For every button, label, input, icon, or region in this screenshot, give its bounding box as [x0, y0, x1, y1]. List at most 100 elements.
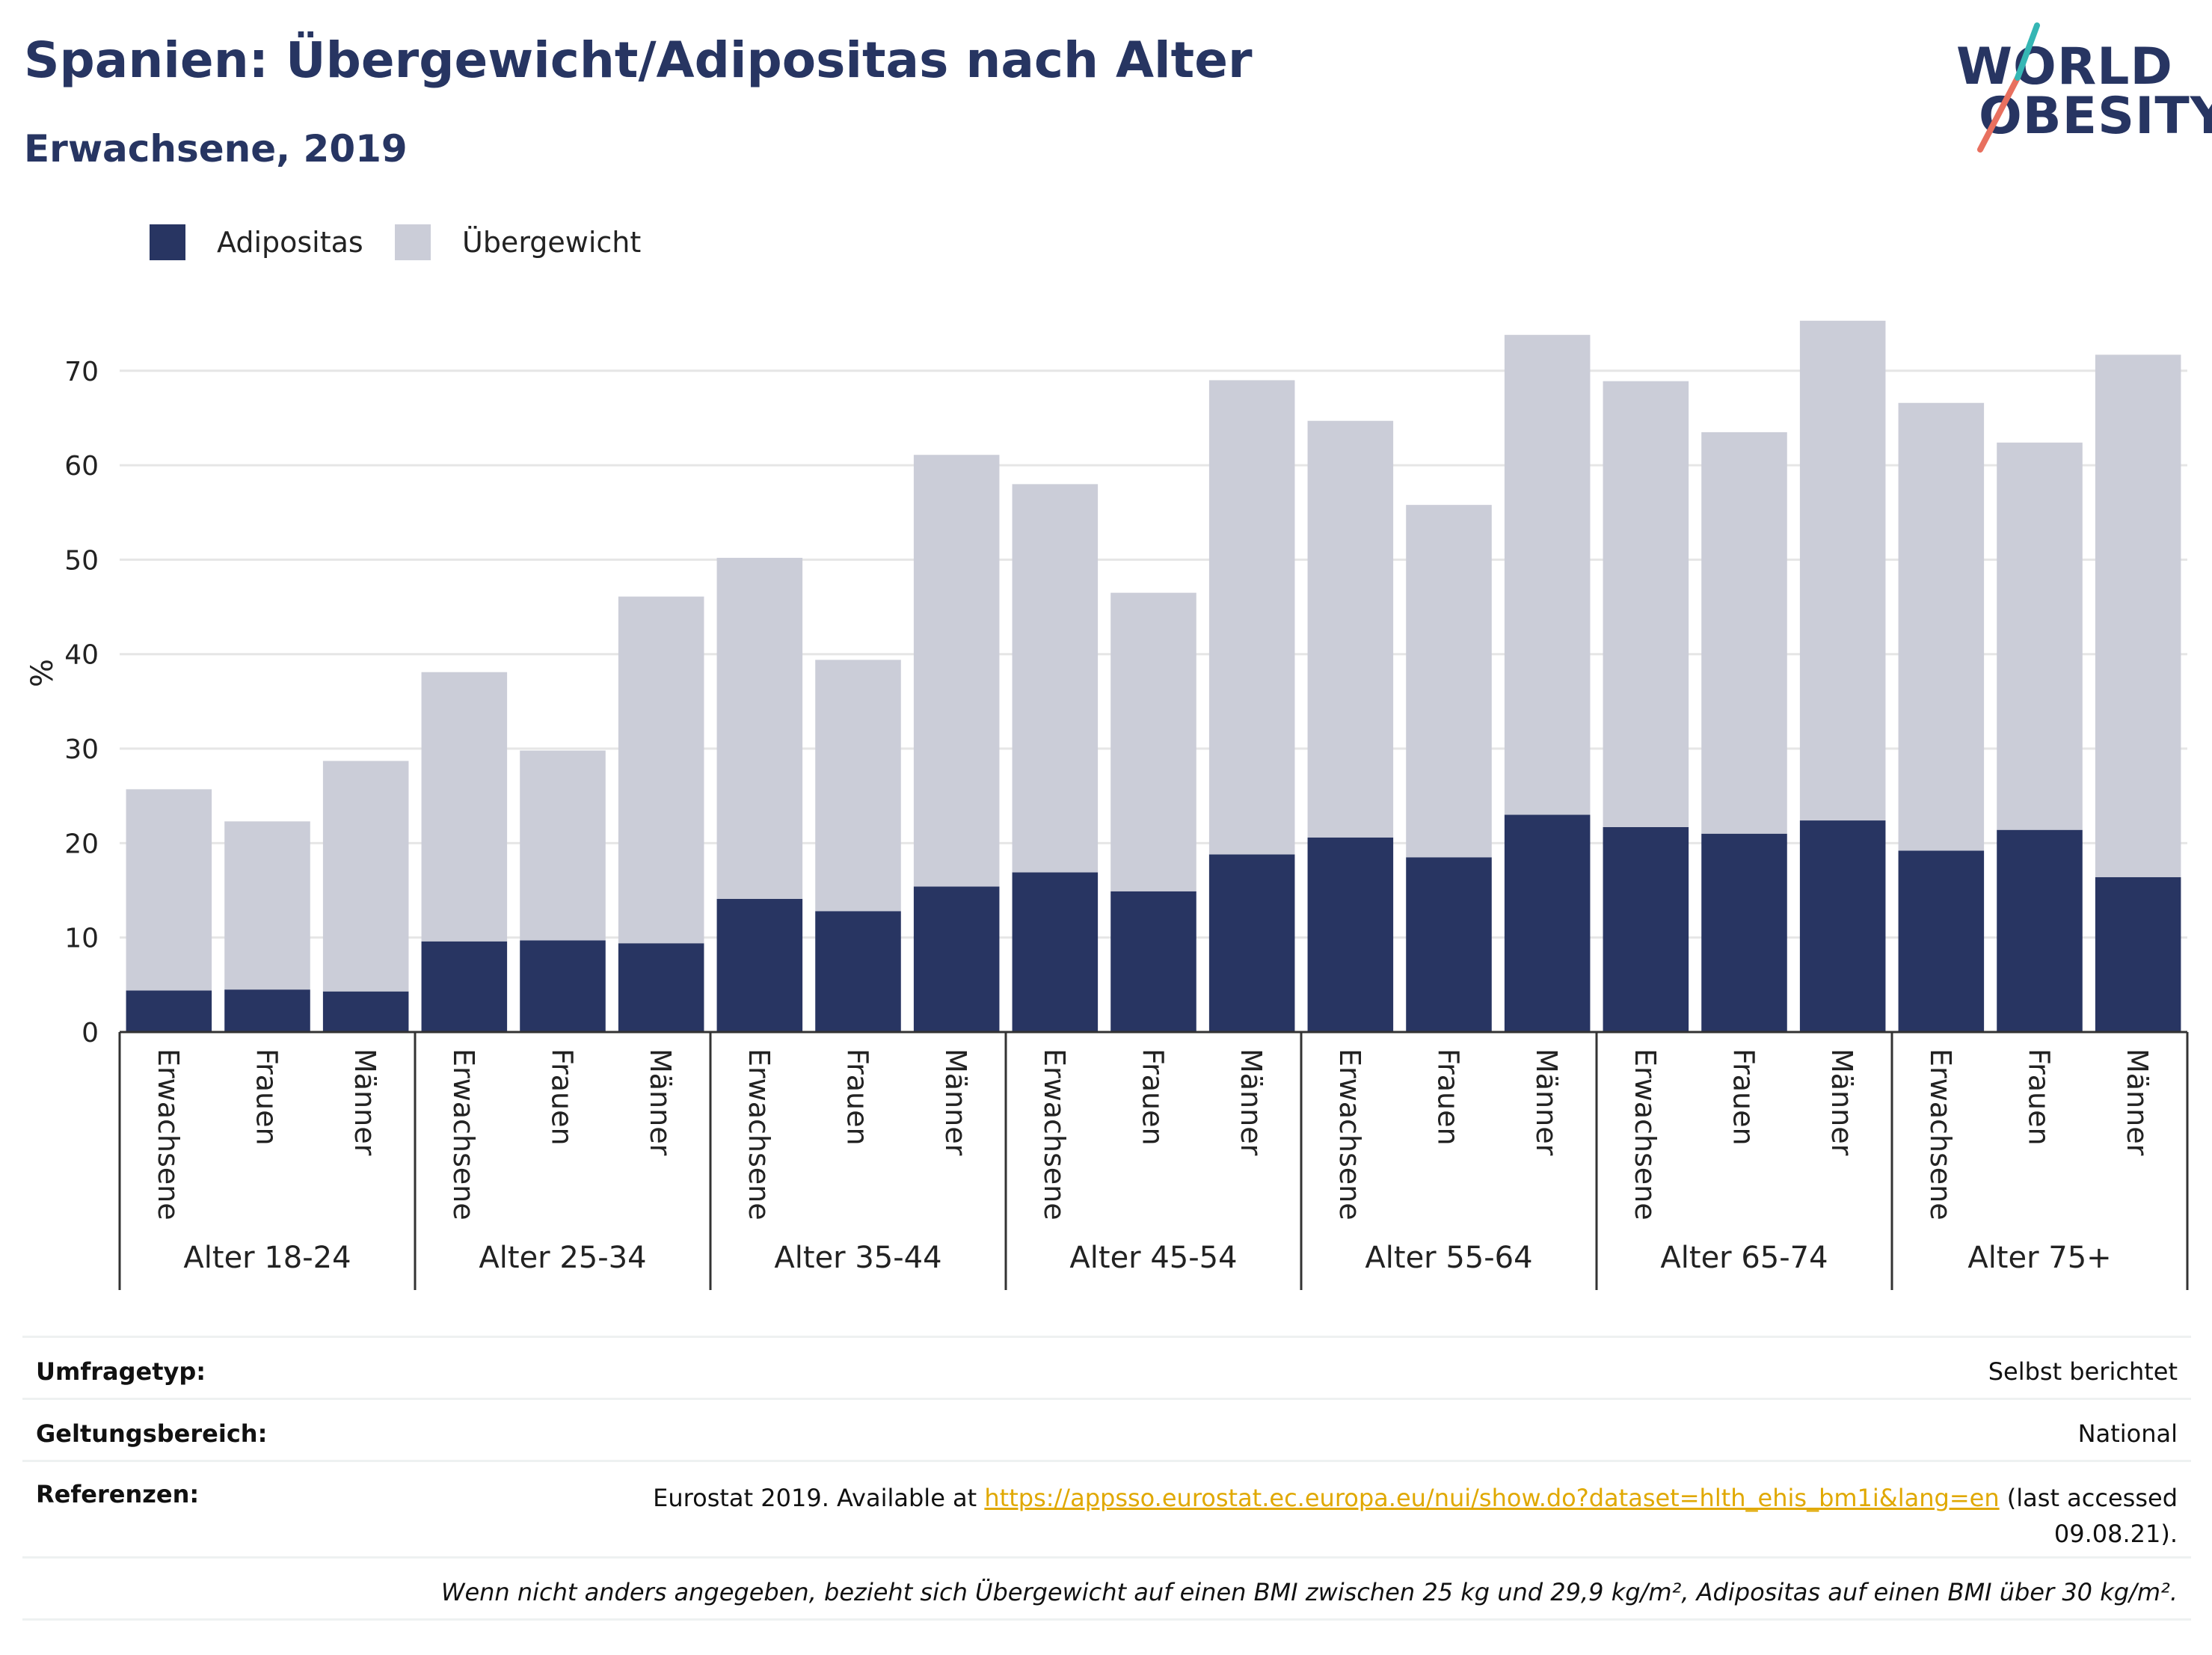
y-tick-label: 40 [64, 640, 99, 671]
logo-slash-icon [1977, 22, 2040, 153]
x-tick-label: Männer [1530, 1048, 1563, 1156]
x-tick-label: Erwachsene [152, 1048, 185, 1220]
x-tick-label: Frauen [2023, 1048, 2056, 1146]
bar-adipositas [1307, 837, 1394, 1032]
bar-adipositas [1997, 829, 2083, 1032]
info-row-umfragetyp: Umfragetyp: Selbst berichtet [22, 1336, 2191, 1398]
bar-adipositas [1504, 814, 1591, 1032]
y-axis-label: % [25, 659, 60, 687]
bar-adipositas [716, 898, 803, 1032]
bar-uebergewicht [815, 660, 901, 912]
info-table: Umfragetyp: Selbst berichtet Geltungsber… [22, 1336, 2191, 1621]
x-group-label: Alter 18-24 [183, 1241, 351, 1275]
legend-swatch-uebergewicht [395, 224, 431, 260]
bar-uebergewicht [716, 557, 803, 899]
page-subtitle: Erwachsene, 2019 [24, 127, 408, 171]
y-tick-label: 60 [64, 451, 99, 482]
page-title: Spanien: Übergewicht/Adipositas nach Alt… [24, 31, 1253, 89]
reference-suffix: (last accessed [2006, 1484, 2178, 1512]
info-row-referenzen: Referenzen: Eurostat 2019. Available at … [22, 1460, 2191, 1556]
bar-uebergewicht [520, 750, 606, 941]
x-tick-label: Erwachsene [1629, 1048, 1662, 1220]
y-tick-label: 0 [82, 1018, 99, 1048]
y-tick-label: 10 [64, 924, 99, 954]
x-tick-label: Erwachsene [447, 1048, 480, 1220]
x-tick-label: Männer [1235, 1048, 1268, 1156]
x-tick-label: Frauen [251, 1048, 283, 1146]
bar-uebergewicht [618, 596, 704, 944]
bar-uebergewicht [1997, 442, 2083, 830]
bar-adipositas [1110, 891, 1196, 1032]
legend-label-uebergewicht: Übergewicht [462, 226, 642, 259]
bar-uebergewicht [1208, 380, 1295, 855]
x-tick-label: Frauen [1137, 1048, 1170, 1146]
y-tick-label: 70 [64, 357, 99, 387]
reference-prefix: Eurostat 2019. Available at [653, 1484, 977, 1512]
x-tick-label: Frauen [546, 1048, 579, 1146]
bar-adipositas [1799, 820, 1886, 1032]
bar-uebergewicht [913, 455, 1000, 887]
x-group-label: Alter 75+ [1967, 1241, 2111, 1275]
x-tick-label: Männer [1825, 1048, 1858, 1156]
bar-adipositas [1603, 826, 1689, 1032]
x-tick-label: Erwachsene [1924, 1048, 1957, 1220]
logo-line-2: OBESITY [1979, 87, 2212, 146]
info-value-referenzen: Eurostat 2019. Available at https://apps… [653, 1480, 2178, 1552]
bar-uebergewicht [1406, 505, 1492, 858]
info-value-umfragetyp: Selbst berichtet [1988, 1357, 2178, 1386]
bar-adipositas [1406, 857, 1492, 1032]
bar-uebergewicht [322, 761, 409, 992]
legend-swatch-adipositas [150, 224, 185, 260]
x-tick-label: Männer [644, 1048, 677, 1156]
bar-uebergewicht [1307, 420, 1394, 838]
x-tick-label: Erwachsene [1333, 1048, 1366, 1220]
y-tick-label: 30 [64, 734, 99, 765]
x-group-label: Alter 25-34 [479, 1241, 646, 1275]
legend-label-adipositas: Adipositas [217, 226, 363, 259]
x-group-label: Alter 65-74 [1660, 1241, 1828, 1275]
y-tick-label: 20 [64, 829, 99, 859]
bar-uebergewicht [1701, 432, 1787, 834]
info-row-note: Wenn nicht anders angegeben, bezieht sic… [22, 1556, 2191, 1621]
bar-uebergewicht [1504, 334, 1591, 815]
info-row-geltungsbereich: Geltungsbereich: National [22, 1398, 2191, 1460]
bar-adipositas [913, 886, 1000, 1032]
x-tick-label: Männer [2121, 1048, 2154, 1156]
bar-adipositas [815, 911, 901, 1032]
reference-link[interactable]: https://appsso.eurostat.ec.europa.eu/nui… [984, 1484, 2000, 1512]
bar-adipositas [1701, 833, 1787, 1032]
info-key-geltungsbereich: Geltungsbereich: [36, 1419, 268, 1448]
bar-adipositas [224, 989, 310, 1032]
bar-uebergewicht [1012, 484, 1099, 873]
bar-uebergewicht [1799, 320, 1886, 821]
reference-date: 09.08.21). [2053, 1520, 2178, 1548]
bar-adipositas [322, 991, 409, 1032]
bar-uebergewicht [1898, 402, 1985, 851]
bar-adipositas [1898, 850, 1985, 1032]
world-obesity-logo: WORLD OBESITY [1944, 22, 2212, 157]
bar-uebergewicht [126, 789, 212, 991]
info-key-referenzen: Referenzen: [36, 1480, 200, 1508]
bar-uebergewicht [224, 821, 310, 990]
x-group-label: Alter 55-64 [1365, 1241, 1532, 1275]
x-tick-label: Erwachsene [743, 1048, 775, 1220]
x-group-label: Alter 45-54 [1069, 1241, 1237, 1275]
x-group-label: Alter 35-44 [774, 1241, 941, 1275]
y-tick-label: 50 [64, 545, 99, 576]
bar-adipositas [520, 940, 606, 1032]
x-tick-label: Erwachsene [1038, 1048, 1071, 1220]
x-tick-label: Frauen [1432, 1048, 1465, 1146]
bar-adipositas [1208, 854, 1295, 1032]
bar-adipositas [2095, 876, 2181, 1032]
x-tick-label: Frauen [1727, 1048, 1760, 1146]
info-value-geltungsbereich: National [2077, 1419, 2178, 1448]
bar-adipositas [126, 990, 212, 1032]
bar-adipositas [1012, 872, 1099, 1032]
bar-uebergewicht [421, 672, 508, 942]
bar-adipositas [618, 943, 704, 1032]
bar-adipositas [421, 941, 508, 1032]
stacked-bar-chart: 0 10 20 30 40 50 60 70% Erwachsene Frauen Männer Er… [25, 320, 2189, 1290]
x-tick-label: Frauen [841, 1048, 874, 1146]
info-key-umfragetyp: Umfragetyp: [36, 1357, 206, 1386]
x-tick-label: Männer [348, 1048, 381, 1156]
